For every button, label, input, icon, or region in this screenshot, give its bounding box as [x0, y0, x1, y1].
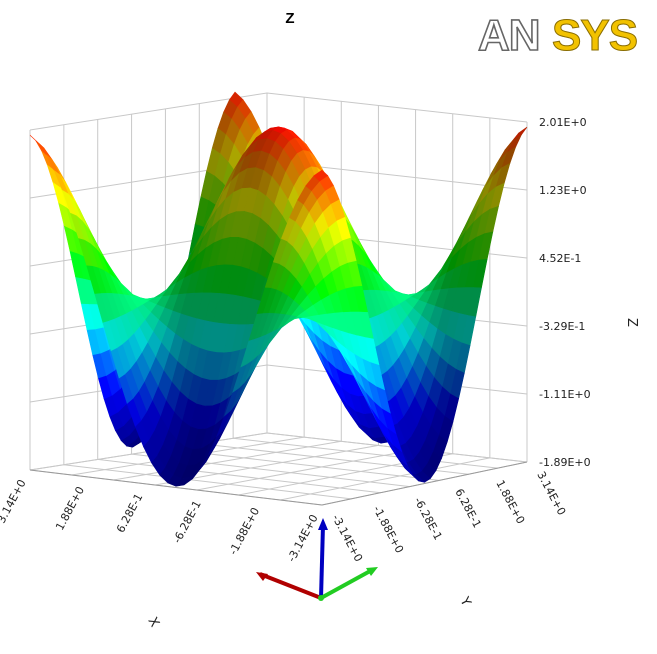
ansys-logo: AN SYS — [477, 10, 638, 58]
surface-mesh — [29, 91, 528, 487]
svg-text:SYS: SYS — [552, 11, 637, 58]
y-axis-label: Y — [456, 594, 473, 609]
x-tick-label: -1.88E+0 — [227, 505, 263, 557]
svg-text:AN: AN — [478, 11, 540, 58]
y-tick-label: -3.14E+0 — [329, 512, 365, 564]
surface-patch — [512, 126, 528, 141]
x-tick-label: -3.14E+0 — [285, 512, 321, 564]
z-tick-label: 1.23E+0 — [539, 184, 587, 197]
x-tick-label: 6.28E-1 — [114, 491, 145, 535]
x-tick-label: -6.28E-1 — [171, 498, 204, 545]
y-tick-label: -6.28E-1 — [411, 495, 444, 542]
x-tick-label: 3.14E+0 — [0, 477, 29, 525]
y-tick-label: 3.14E+0 — [534, 469, 568, 517]
chart-title: Z — [285, 10, 295, 27]
z-axis-label: Z — [624, 318, 639, 327]
z-tick-label: 2.01E+0 — [539, 116, 587, 129]
axis-triad — [256, 518, 378, 601]
z-tick-label: -1.11E+0 — [539, 388, 591, 401]
x-axis-label: X — [144, 615, 161, 630]
z-tick-label: 4.52E-1 — [539, 252, 581, 265]
y-tick-label: 6.28E-1 — [452, 487, 483, 531]
x-tick-label: 1.88E+0 — [53, 484, 87, 532]
y-tick-label: 1.88E+0 — [493, 478, 527, 526]
z-tick-label: -3.29E-1 — [539, 320, 585, 333]
z-tick-label: -1.89E+0 — [539, 456, 591, 469]
y-tick-label: -1.88E+0 — [370, 504, 406, 556]
surface-patch — [313, 169, 329, 182]
